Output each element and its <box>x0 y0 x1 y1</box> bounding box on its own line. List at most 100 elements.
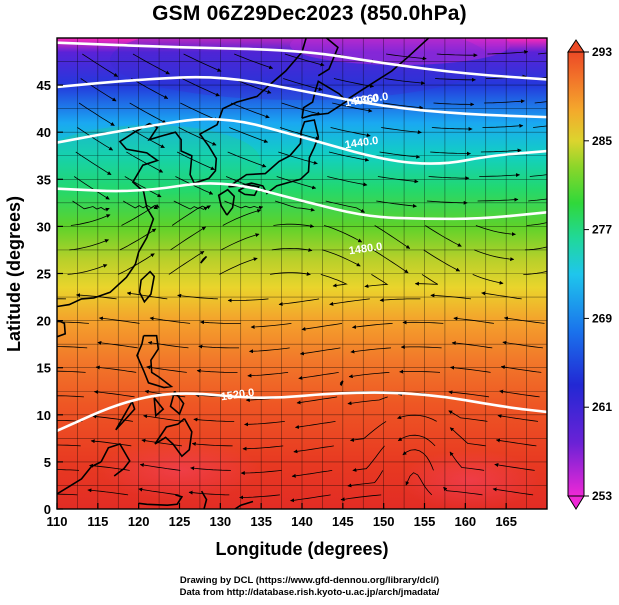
height-contour-line <box>57 41 547 81</box>
x-tick-label: 115 <box>87 514 108 529</box>
coastline <box>217 188 236 216</box>
streamline <box>193 417 235 422</box>
streamline <box>227 151 267 168</box>
coastline <box>57 38 307 308</box>
streamline <box>347 470 384 488</box>
streamline <box>528 198 547 202</box>
streamline <box>295 421 336 429</box>
streamline <box>534 101 547 104</box>
streamline <box>122 200 160 209</box>
coastline <box>169 390 185 416</box>
streamline <box>347 396 388 406</box>
coastline <box>154 417 193 458</box>
streamline <box>57 469 80 471</box>
y-tick-label: 5 <box>44 455 51 470</box>
streamline <box>72 200 110 212</box>
streamline <box>271 247 313 252</box>
streamline <box>57 298 67 300</box>
height-contour-line <box>57 182 547 221</box>
streamline <box>376 200 417 208</box>
streamline <box>121 205 158 226</box>
height-contour-line <box>57 117 547 165</box>
streamline <box>350 421 387 442</box>
x-tick-label: 125 <box>169 514 191 529</box>
colorbar-min-arrow <box>567 495 585 510</box>
streamline <box>198 344 240 349</box>
streamline <box>127 127 165 149</box>
streamline <box>67 264 108 275</box>
streamline <box>397 414 437 422</box>
streamline <box>379 298 421 303</box>
y-tick-label: 15 <box>37 361 51 376</box>
streamline <box>372 249 409 274</box>
streamline <box>425 225 462 247</box>
streamline <box>98 316 140 324</box>
coastline <box>136 334 174 389</box>
streamline <box>57 370 86 373</box>
streamline <box>399 369 441 374</box>
streamline <box>188 490 230 496</box>
streamline <box>141 438 182 447</box>
streamline <box>436 53 478 58</box>
streamline <box>481 291 522 300</box>
coastline <box>57 319 67 338</box>
coastline <box>115 399 136 431</box>
streamline <box>139 463 181 471</box>
streamline <box>296 396 338 405</box>
streamline <box>57 346 88 349</box>
streamline <box>523 270 547 275</box>
streamline <box>423 249 461 272</box>
streamline <box>494 462 535 471</box>
streamline <box>196 368 238 373</box>
streamline <box>448 410 488 422</box>
streamline <box>247 372 289 378</box>
y-tick-label: 35 <box>37 172 51 187</box>
streamline <box>448 390 490 398</box>
streamline <box>484 99 525 104</box>
streamline <box>219 257 258 275</box>
streamline <box>405 472 433 496</box>
streamline <box>377 176 419 184</box>
streamline <box>118 253 155 275</box>
streamline <box>119 228 157 251</box>
credit-data: Data from http://database.rish.kyoto-u.a… <box>179 587 440 598</box>
streamline <box>244 421 285 427</box>
streamline <box>350 347 392 354</box>
streamline <box>451 341 493 349</box>
contour-label: 1480.0 <box>348 241 383 258</box>
y-tick-label: 20 <box>37 314 51 329</box>
colorbar-scale <box>567 51 585 497</box>
x-tick-label: 150 <box>373 514 395 529</box>
credit-drawing: Drawing by DCL (https://www.gfd-dennou.o… <box>179 575 440 586</box>
streamline <box>332 102 373 113</box>
streamline <box>57 321 89 324</box>
y-tick-label: 25 <box>37 267 51 282</box>
streamline <box>397 434 436 447</box>
streamline <box>222 209 262 226</box>
streamline <box>240 470 282 476</box>
streamline <box>176 151 215 171</box>
streamline <box>270 271 311 276</box>
streamline <box>276 176 317 190</box>
streamline <box>348 372 390 379</box>
coldest-air-shade <box>290 38 510 65</box>
x-tick-label: 120 <box>128 514 150 529</box>
streamline <box>293 445 334 454</box>
streamline <box>242 445 284 451</box>
y-axis-ticks: 0 5 10 15 20 25 30 35 40 45 <box>37 78 63 517</box>
streamline <box>449 451 485 471</box>
colorbar-label: 277 <box>592 223 612 237</box>
streamline <box>414 274 439 286</box>
streamline <box>200 320 241 325</box>
streamline <box>149 316 191 324</box>
streamline <box>381 127 422 135</box>
streamline <box>504 316 545 324</box>
streamline <box>533 125 547 128</box>
streamline <box>479 173 520 178</box>
streamline <box>453 316 494 324</box>
y-tick-label: 40 <box>37 125 51 140</box>
streamline <box>495 438 537 447</box>
colorbar-label: 261 <box>592 400 612 414</box>
streamline <box>95 365 137 373</box>
streamline <box>364 274 389 289</box>
